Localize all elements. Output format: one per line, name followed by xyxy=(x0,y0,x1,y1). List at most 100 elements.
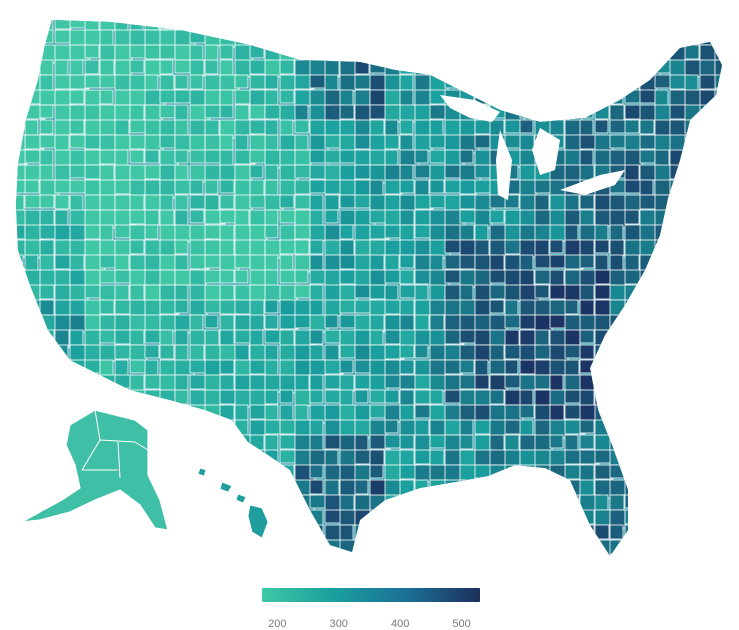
county-region xyxy=(39,389,55,407)
county-region xyxy=(489,389,505,405)
county-region xyxy=(639,539,657,556)
county-region xyxy=(39,104,54,119)
county-region xyxy=(264,179,279,197)
county-region xyxy=(159,419,180,436)
county-region xyxy=(639,314,654,330)
county-region xyxy=(459,419,474,436)
county-region xyxy=(294,134,309,151)
county-region xyxy=(414,284,429,303)
county-region xyxy=(309,254,324,271)
county-region xyxy=(579,464,595,483)
county-region xyxy=(564,494,580,509)
county-region xyxy=(354,284,371,299)
county-region xyxy=(609,494,625,511)
county-region xyxy=(594,314,611,331)
county-region xyxy=(369,20,386,33)
county-region xyxy=(399,44,414,61)
county-region xyxy=(534,299,553,317)
county-region xyxy=(174,509,190,528)
alaska xyxy=(21,409,169,531)
county-region xyxy=(294,314,312,329)
county-region xyxy=(654,449,675,469)
county-region xyxy=(489,254,505,272)
county-region xyxy=(639,329,661,349)
county-region xyxy=(264,449,279,469)
county-region xyxy=(24,254,39,272)
county-region xyxy=(639,149,656,164)
county-region xyxy=(534,539,554,556)
county-region xyxy=(669,404,684,421)
county-region xyxy=(324,134,341,149)
county-region xyxy=(414,344,429,359)
county-region xyxy=(339,374,355,392)
county-region xyxy=(579,254,595,269)
county-region xyxy=(714,374,722,394)
county-region xyxy=(624,359,643,376)
county-region xyxy=(144,44,161,60)
county-region xyxy=(564,269,582,287)
county-region xyxy=(489,359,508,375)
county-region xyxy=(279,254,294,271)
county-region xyxy=(399,254,415,269)
county-region xyxy=(189,494,210,514)
county-region xyxy=(264,314,279,330)
county-region xyxy=(549,404,565,422)
county-region xyxy=(534,389,553,408)
county-region xyxy=(534,59,550,75)
county-region xyxy=(129,224,148,241)
county-region xyxy=(609,404,627,422)
county-region xyxy=(504,284,523,302)
county-region xyxy=(654,479,669,494)
county-region xyxy=(99,509,114,524)
county-region xyxy=(54,539,71,554)
county-region xyxy=(16,284,28,304)
county-region xyxy=(219,269,235,284)
county-region xyxy=(549,494,568,509)
county-region xyxy=(84,89,101,107)
county-region xyxy=(129,209,148,225)
county-region xyxy=(714,554,722,556)
county-region xyxy=(549,29,571,49)
county-region xyxy=(414,494,436,511)
county-region xyxy=(264,389,279,405)
county-region xyxy=(564,59,580,74)
county-region xyxy=(174,239,189,255)
county-region xyxy=(654,299,674,317)
county-region xyxy=(204,464,220,481)
county-region xyxy=(69,239,87,257)
county-region xyxy=(549,89,567,109)
county-region xyxy=(609,269,627,288)
county-region xyxy=(354,359,371,374)
county-region xyxy=(16,464,26,484)
county-region xyxy=(354,389,369,404)
county-region xyxy=(549,74,568,90)
color-legend: 200 300 400 500 xyxy=(262,588,482,630)
county-region xyxy=(714,29,722,47)
county-region xyxy=(369,119,385,137)
county-region xyxy=(324,329,341,344)
county-region xyxy=(594,329,613,346)
county-region xyxy=(84,59,100,75)
county-region xyxy=(129,89,147,108)
legend-tick-label: 400 xyxy=(390,618,410,630)
county-region xyxy=(219,149,234,167)
county-region xyxy=(219,104,234,119)
county-region xyxy=(129,524,148,540)
county-region xyxy=(159,20,179,30)
county-region xyxy=(144,149,160,164)
county-region xyxy=(669,224,684,239)
county-region xyxy=(294,119,310,134)
county-region xyxy=(699,74,717,90)
county-region xyxy=(714,329,722,345)
county-region xyxy=(234,134,249,151)
county-region xyxy=(129,539,148,556)
county-region xyxy=(24,314,40,333)
county-region xyxy=(294,419,313,438)
county-region xyxy=(654,434,674,450)
county-region xyxy=(519,419,534,436)
county-region xyxy=(219,464,235,482)
county-region xyxy=(579,344,595,360)
county-region xyxy=(669,494,684,511)
hawaii-islands xyxy=(197,467,269,539)
county-region xyxy=(444,44,462,60)
